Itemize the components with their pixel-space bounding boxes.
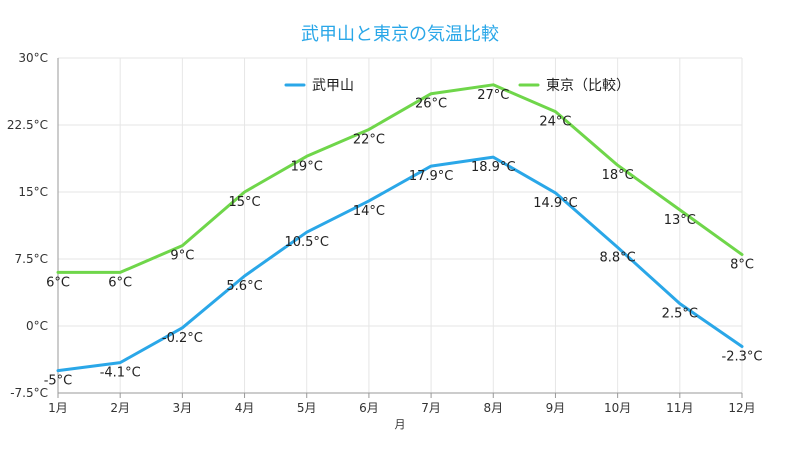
chart-title: 武甲山と東京の気温比較 [301, 24, 499, 45]
data-label: 6°C [46, 275, 70, 290]
data-label: 14.9°C [533, 196, 578, 211]
x-tick-label: 10月 [604, 401, 631, 415]
data-label: 17.9°C [409, 169, 454, 184]
data-label: -4.1°C [100, 366, 141, 381]
gridlines [57, 57, 743, 394]
legend-label: 武甲山 [312, 78, 354, 94]
data-label: 5.6°C [226, 279, 262, 294]
series-lines [56, 83, 744, 373]
data-label: 15°C [228, 195, 260, 210]
data-label: -5°C [44, 374, 73, 389]
data-label: 18°C [602, 168, 634, 183]
x-tick-label: 4月 [235, 401, 255, 415]
data-label: 9°C [170, 249, 194, 264]
data-label: -0.2°C [162, 331, 203, 346]
x-tick-label: 6月 [359, 401, 379, 415]
data-label: 19°C [291, 159, 323, 174]
x-tick-label: 12月 [728, 401, 755, 415]
data-label: 8.8°C [600, 250, 636, 265]
x-tick-label: 9月 [546, 401, 566, 415]
x-tick-label: 11月 [666, 401, 693, 415]
series-line-1 [56, 83, 744, 274]
data-label: 24°C [539, 115, 571, 130]
x-tick-label: 5月 [297, 401, 317, 415]
data-label: 27°C [477, 88, 509, 103]
data-label: -2.3°C [722, 350, 763, 365]
series-line-0 [56, 155, 744, 373]
x-tick-label: 7月 [421, 401, 441, 415]
data-label: 13°C [664, 213, 696, 228]
y-tick-label: 0°C [26, 319, 48, 333]
x-tick-label: 2月 [110, 401, 130, 415]
data-labels: -5°C -4.1°C -0.2°C 5.6°C 10.5°C 14°C 17.9°C 18.… [44, 88, 763, 389]
x-tick-label: 8月 [483, 401, 503, 415]
y-tick-label: 7.5°C [15, 252, 48, 266]
data-label: 14°C [353, 204, 385, 219]
data-label: 2.5°C [662, 307, 698, 322]
y-tick-label: 22.5°C [7, 118, 48, 132]
x-tick-label: 3月 [173, 401, 193, 415]
data-label: 26°C [415, 97, 447, 112]
data-label: 6°C [108, 275, 132, 290]
axes: -7.5°C 0°C 7.5°C 15°C 22.5°C 30°C 1月 2月 3月 4月 5月 6月… [7, 51, 756, 415]
x-axis-title: 月 [395, 418, 406, 431]
legend: 武甲山 東京（比較） [284, 78, 630, 94]
data-label: 22°C [353, 132, 385, 147]
data-label: 10.5°C [284, 235, 329, 250]
legend-label: 東京（比較） [546, 78, 630, 94]
y-tick-label: -7.5°C [10, 386, 48, 400]
data-label: 18.9°C [471, 160, 516, 175]
x-tick-label: 1月 [48, 401, 68, 415]
y-tick-label: 15°C [18, 185, 48, 199]
data-label: 8°C [730, 258, 754, 273]
y-tick-label: 30°C [18, 51, 48, 65]
